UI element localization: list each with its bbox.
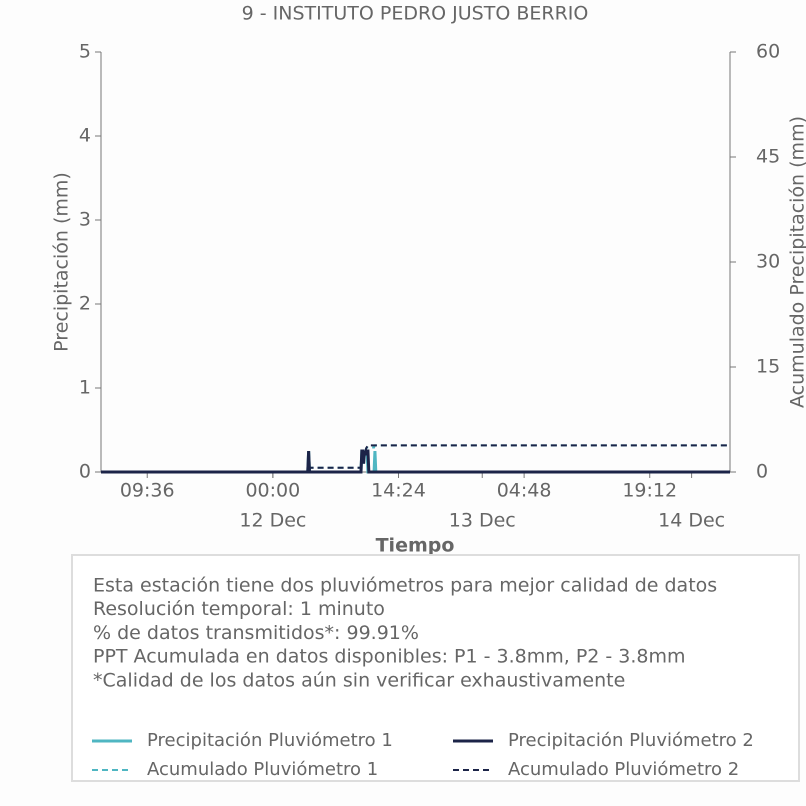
y2-tick-label: 15 [756,356,780,378]
y2-tick-label: 45 [756,146,780,168]
y-tick-label: 2 [79,293,91,315]
x-tick-label: 00:00 [245,480,300,502]
info-line: *Calidad de los datos aún sin verificar … [93,669,625,691]
y-tick-label: 5 [79,41,91,63]
legend-label: Acumulado Pluviómetro 1 [147,759,378,780]
info-line: Resolución temporal: 1 minuto [93,598,385,620]
legend-label: Precipitación Pluviómetro 2 [508,730,754,751]
x-day-label: 13 Dec [449,510,516,532]
series-line [101,449,730,474]
legend-label: Acumulado Pluviómetro 2 [508,759,739,780]
y-tick-label: 0 [79,461,91,483]
info-line: Esta estación tiene dos pluviómetros par… [93,575,717,597]
info-box [71,554,800,782]
y-tick-label: 1 [79,377,91,399]
x-tick-label: 09:36 [120,480,175,502]
series-line [101,444,730,473]
x-tick-label: 19:12 [622,480,677,502]
chart-title: 9 - INSTITUTO PEDRO JUSTO BERRIO [242,3,589,25]
y-tick-label: 4 [79,125,91,147]
y-tick-label: 3 [79,209,91,231]
x-tick-label: 04:48 [497,480,552,502]
series-line [101,449,730,474]
info-line: % de datos transmitidos*: 99.91% [93,622,419,644]
series-line [101,444,730,473]
x-tick-label: 14:24 [371,480,426,502]
y2-tick-label: 60 [756,41,780,63]
y2-axis-label: Acumulado Precipitación (mm) [787,116,806,408]
y-axis-label: Precipitación (mm) [51,172,73,352]
y2-tick-label: 30 [756,251,780,273]
legend-label: Precipitación Pluviómetro 1 [147,730,393,751]
x-day-label: 14 Dec [658,510,725,532]
info-line: PPT Acumulada en datos disponibles: P1 -… [93,646,686,668]
y2-tick-label: 0 [756,461,768,483]
x-day-label: 12 Dec [239,510,306,532]
x-axis-label: Tiempo [376,535,455,557]
